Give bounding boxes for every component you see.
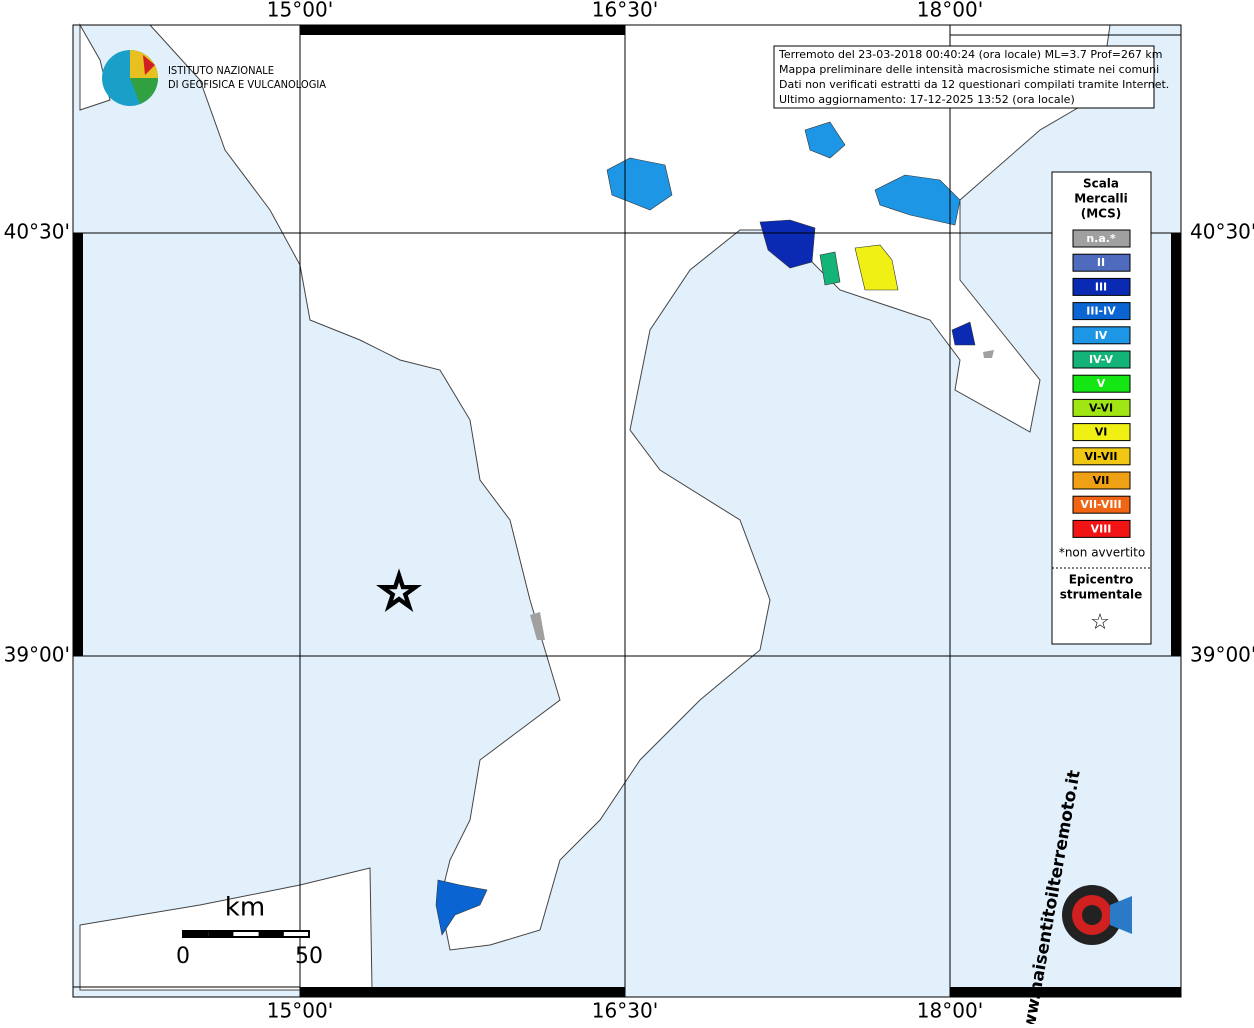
- graticule: [73, 25, 1181, 997]
- frame-bar: [949, 24, 1182, 36]
- area: [530, 612, 545, 640]
- scale-segment: [258, 931, 284, 937]
- frame-bar: [1171, 233, 1181, 656]
- legend-label: III: [1095, 280, 1107, 293]
- legend-label: VII-VIII: [1080, 498, 1121, 511]
- legend-label: VIII: [1091, 522, 1112, 535]
- legend-swatch: [1072, 519, 1131, 538]
- area: [606, 157, 673, 211]
- legend-label: VI: [1095, 426, 1108, 439]
- scale-segment: [208, 931, 234, 937]
- frame-bar: [73, 233, 83, 656]
- area: [951, 321, 976, 346]
- legend-swatch: [1072, 229, 1131, 248]
- frame-bar: [72, 986, 301, 998]
- ingv-logo: [102, 50, 158, 106]
- legend-note: *non avvertito: [1059, 546, 1145, 560]
- coord-label: 40°30': [1190, 220, 1254, 244]
- area: [983, 350, 994, 358]
- info-line: Mappa preliminare delle intensità macros…: [779, 63, 1159, 76]
- legend-title: Scala: [1083, 177, 1119, 191]
- legend-label: VII: [1093, 474, 1110, 487]
- scale-segment: [183, 931, 209, 937]
- coord-label: 18°00': [917, 999, 983, 1023]
- legend-swatch: [1072, 398, 1131, 417]
- legend-label: n.a.*: [1086, 232, 1116, 245]
- scale-label: 0: [176, 944, 190, 969]
- coord-label: 39°00': [1190, 643, 1254, 667]
- land-peninsula: [79, 23, 111, 111]
- area: [819, 251, 841, 286]
- legend-swatch: [1072, 495, 1131, 514]
- legend-swatch: [1072, 277, 1131, 296]
- area: [804, 121, 846, 159]
- coord-label: 15°00': [267, 999, 333, 1023]
- coord-label: 15°00': [267, 0, 333, 22]
- logo-globe: [143, 55, 155, 75]
- legend-label: V: [1097, 377, 1106, 390]
- area: [759, 219, 816, 269]
- coord-label: 16°30': [592, 999, 658, 1023]
- legend-swatch: [1072, 302, 1131, 321]
- frame-bar: [300, 25, 625, 35]
- legend-label: II: [1097, 256, 1105, 269]
- land-sicily: [79, 867, 373, 991]
- scale-label: 50: [295, 944, 323, 969]
- legend-title: Mercalli: [1074, 192, 1128, 206]
- scale-unit: km: [225, 893, 265, 923]
- municipalities: [435, 121, 994, 936]
- legend-star: ☆: [1090, 610, 1110, 635]
- legend-label: III-IV: [1086, 305, 1116, 318]
- legend-swatch: [1072, 374, 1131, 393]
- legend-epicenter: Epicentro: [1069, 573, 1134, 587]
- info-line: Ultimo aggiornamento: 17-12-2025 13:52 (…: [779, 93, 1075, 106]
- logo-globe: [130, 78, 158, 104]
- ingv-text: ISTITUTO NAZIONALE: [168, 64, 274, 77]
- coord-label: 16°30': [592, 0, 658, 22]
- coord-label: 39°00': [4, 643, 70, 667]
- legend-swatch: [1072, 350, 1131, 369]
- logo-speaker: [1110, 896, 1132, 934]
- frame-bar: [950, 987, 1181, 997]
- legend-title: (MCS): [1081, 207, 1122, 221]
- area: [854, 244, 899, 291]
- ingv-text: DI GEOFISICA E VULCANOLOGIA: [168, 78, 326, 91]
- legend-swatch: [1072, 326, 1131, 345]
- area: [874, 174, 961, 226]
- frame-bar: [300, 987, 625, 997]
- legend-label: V-VI: [1089, 401, 1113, 414]
- legend-swatch: [1072, 423, 1131, 442]
- legend-swatch: [1072, 253, 1131, 272]
- legend-label: VI-VII: [1084, 450, 1117, 463]
- legend-label: IV: [1095, 329, 1108, 342]
- legend-epicenter: strumentale: [1060, 588, 1143, 602]
- frame: [72, 24, 1182, 998]
- info-box: [773, 45, 1155, 109]
- legend-label: IV-V: [1089, 353, 1114, 366]
- area: [435, 879, 488, 936]
- coord-label: 40°30': [4, 220, 70, 244]
- legend-swatch: [1072, 471, 1131, 490]
- coord-label: 18°00': [917, 0, 983, 22]
- info-line: Dati non verificati estratti da 12 quest…: [779, 78, 1169, 91]
- hsi-logo: [1062, 885, 1132, 945]
- logo-circle: [1082, 905, 1102, 925]
- legend-swatch: [1072, 447, 1131, 466]
- info-line: Terremoto del 23-03-2018 00:40:24 (ora l…: [778, 48, 1163, 61]
- epicenter-star: ☆: [377, 564, 420, 620]
